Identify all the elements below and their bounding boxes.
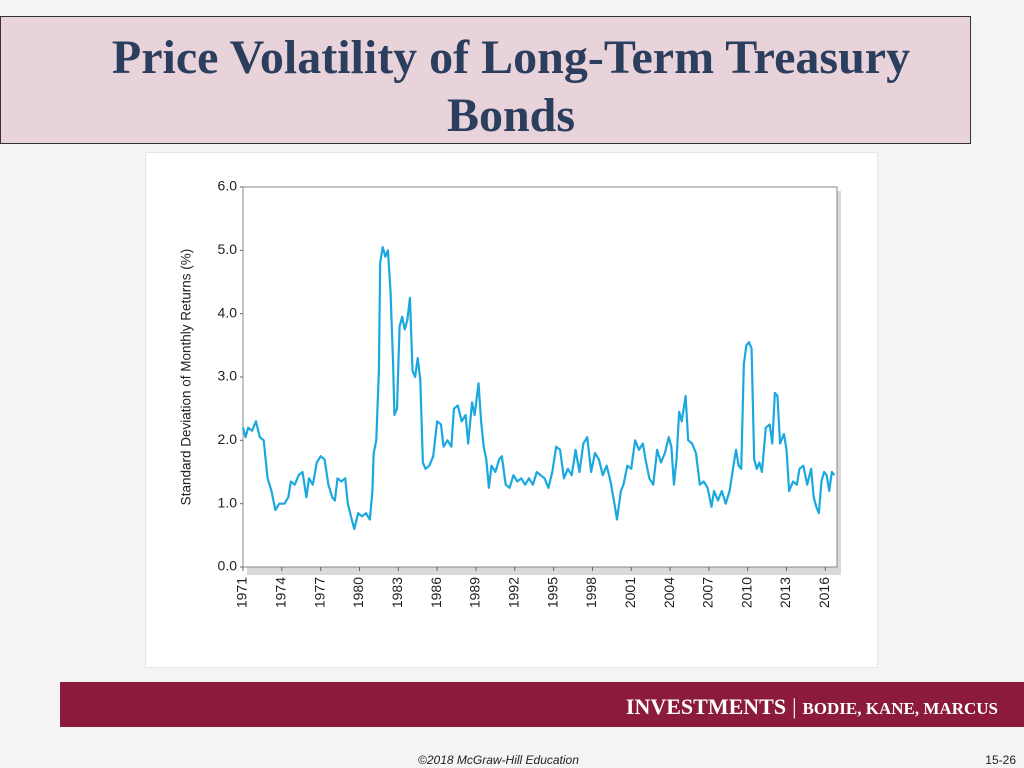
x-tick-label: 2004 — [661, 577, 677, 608]
separator: | — [792, 694, 797, 719]
x-tick-label: 1989 — [467, 577, 483, 608]
title-box: Price Volatility of Long-Term Treasury B… — [0, 16, 971, 144]
y-tick-label: 6.0 — [218, 178, 238, 194]
x-tick-label: 1977 — [311, 577, 327, 608]
y-tick-label: 2.0 — [218, 431, 238, 447]
y-axis-label: Standard Deviation of Monthly Returns (%… — [179, 249, 194, 506]
y-tick-label: 3.0 — [218, 368, 238, 384]
book-title: INVESTMENTS — [625, 694, 787, 719]
y-tick-label: 5.0 — [218, 241, 238, 257]
page-number: 15-26 — [985, 753, 1016, 767]
x-tick-label: 1995 — [544, 577, 560, 608]
x-tick-label: 1974 — [273, 577, 289, 608]
x-tick-label: 2010 — [738, 577, 754, 608]
x-tick-label: 2013 — [777, 577, 793, 608]
x-tick-label: 1983 — [389, 577, 405, 608]
copyright: ©2018 McGraw-Hill Education — [418, 753, 579, 767]
x-tick-label: 1992 — [505, 577, 521, 608]
footer-bar: INVESTMENTS | BODIE, KANE, MARCUS — [60, 682, 1024, 727]
authors: BODIE, KANE, MARCUS — [802, 699, 998, 718]
y-tick-label: 4.0 — [218, 304, 238, 320]
x-tick-label: 2001 — [622, 577, 638, 608]
data-line — [241, 246, 836, 531]
plot-area — [242, 186, 838, 568]
x-tick-label: 1980 — [350, 577, 366, 608]
y-tick-label: 0.0 — [218, 558, 238, 574]
x-tick-label: 1971 — [234, 577, 250, 608]
x-tick-label: 1986 — [428, 577, 444, 608]
x-tick-label: 2007 — [700, 577, 716, 608]
x-tick-label: 1998 — [583, 577, 599, 608]
x-tick-label: 2016 — [816, 577, 832, 608]
book-credit: INVESTMENTS | BODIE, KANE, MARCUS — [626, 694, 998, 720]
slide-title: Price Volatility of Long-Term Treasury B… — [111, 31, 911, 142]
y-tick-label: 1.0 — [218, 494, 238, 510]
